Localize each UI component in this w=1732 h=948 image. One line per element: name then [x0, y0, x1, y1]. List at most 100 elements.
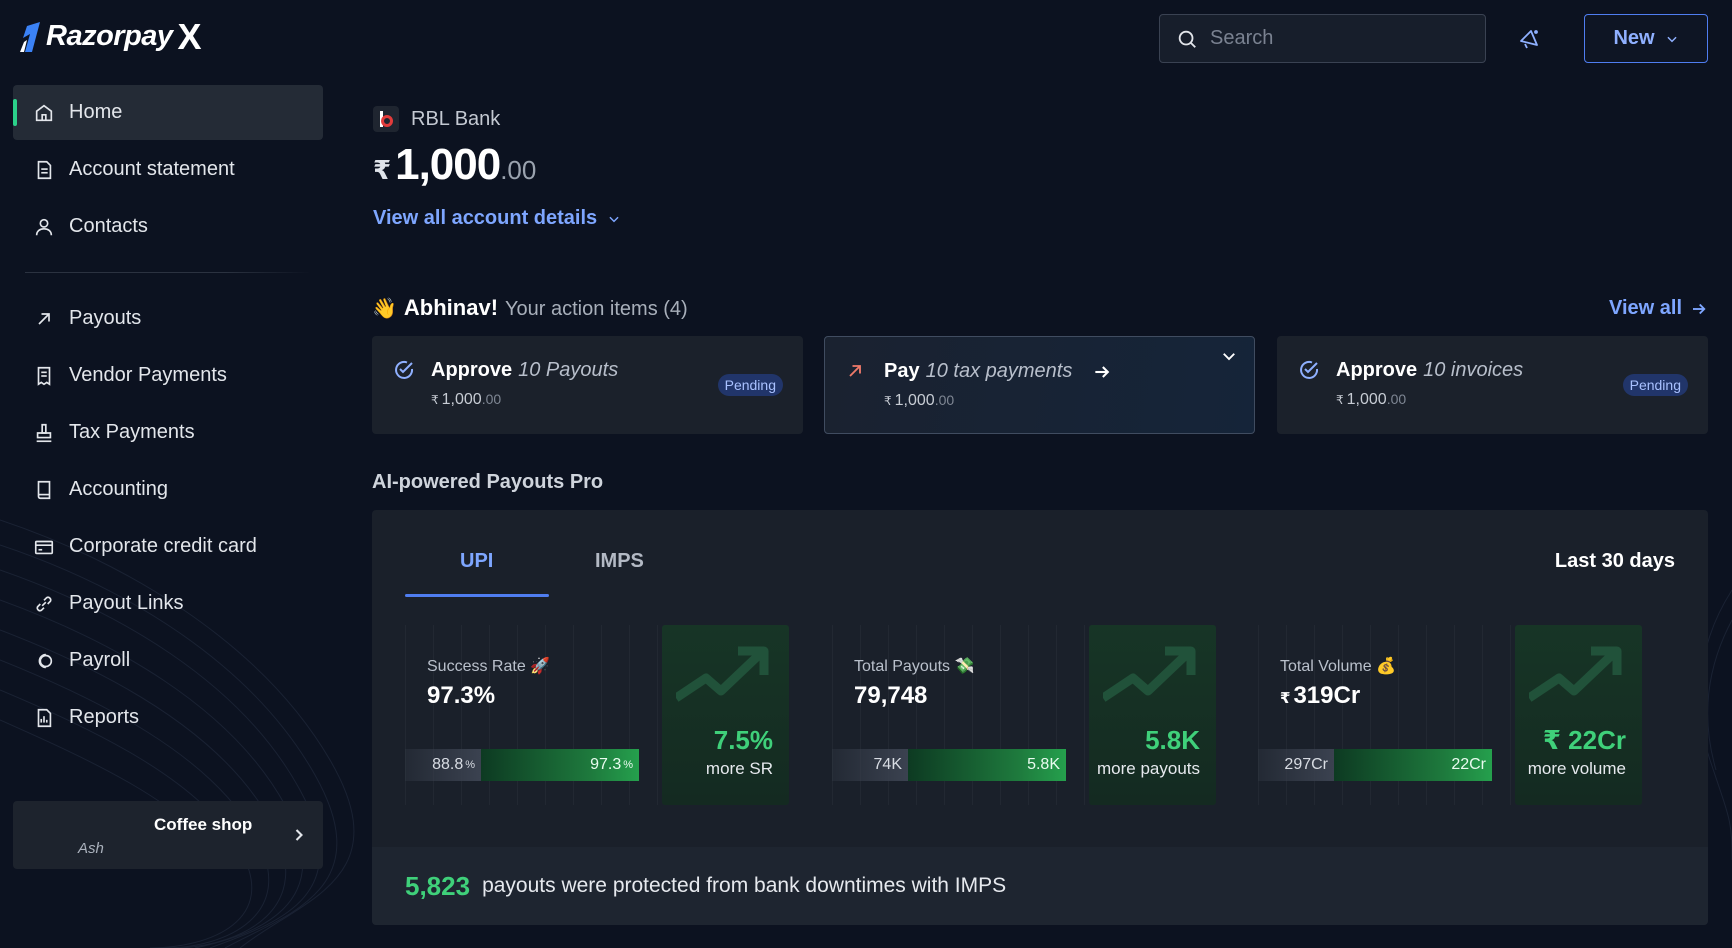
- metric-label-text: Total Payouts: [854, 658, 951, 675]
- sidebar-item-corporate-credit-card[interactable]: Corporate credit card: [13, 519, 323, 574]
- sidebar-item-vendor-payments[interactable]: Vendor Payments: [13, 348, 323, 403]
- metric-gain-value: 7.5%: [713, 725, 773, 755]
- tab-imps[interactable]: IMPS: [595, 550, 644, 572]
- tab-upi[interactable]: UPI: [460, 550, 494, 572]
- sidebar-item-label: Reports: [69, 706, 140, 728]
- trend-up-icon: [676, 646, 769, 702]
- status-badge: Pending: [717, 374, 783, 396]
- metric-value: 79,748: [854, 682, 928, 709]
- view-all-label: View all: [1609, 297, 1683, 319]
- amount-value: 1,000: [1346, 391, 1387, 408]
- action-card-approve-payouts[interactable]: Approve 10 Payouts ₹1,000.00 Pending: [372, 336, 803, 434]
- workspace-switcher[interactable]: Coffee shop Ash: [13, 801, 323, 869]
- metric-total-volume: Total Volume 💰 ₹319Cr 297Cr 22Cr ₹ 22Cr …: [1258, 625, 1642, 805]
- action-card-approve-invoices[interactable]: Approve 10 invoices ₹1,000.00 Pending: [1277, 336, 1708, 434]
- action-amount: ₹1,000.00: [884, 392, 954, 410]
- rbl-bank-logo-icon: [373, 106, 399, 132]
- action-card-pay-tax[interactable]: Pay 10 tax payments ₹1,000.00: [824, 336, 1255, 434]
- sidebar-item-payout-links[interactable]: Payout Links: [13, 576, 323, 631]
- trend-up-icon: [1103, 646, 1196, 702]
- metric-bar-previous: 74K: [832, 749, 908, 781]
- chevron-down-icon[interactable]: [1220, 347, 1238, 365]
- metric-bar-current: 97.3%: [481, 749, 639, 781]
- rocket-icon: 🚀: [530, 658, 551, 675]
- action-card-title: Approve 10 invoices: [1336, 359, 1523, 382]
- metric-value: ₹319Cr: [1280, 682, 1360, 710]
- bar-previous-value: 74K: [873, 756, 902, 773]
- sidebar-item-account-statement[interactable]: Account statement: [13, 142, 323, 197]
- new-button[interactable]: New: [1584, 14, 1708, 63]
- action-verb: Pay: [884, 360, 920, 382]
- metric-currency: ₹: [1280, 690, 1291, 707]
- action-object: 10 invoices: [1423, 359, 1524, 381]
- period-selector[interactable]: Last 30 days: [1554, 550, 1675, 572]
- balance-currency: ₹: [373, 155, 392, 185]
- sidebar-nav: Home Account statement Contacts Payouts …: [13, 85, 323, 747]
- metric-gain-subtitle: more volume: [1527, 759, 1626, 778]
- protected-payouts-count: 5,823: [405, 870, 471, 901]
- metric-label: Total Payouts 💸: [854, 656, 974, 676]
- metric-gain-subtitle: more SR: [705, 759, 773, 778]
- search-box[interactable]: [1159, 14, 1486, 63]
- metric-bar-previous: 88.8%: [405, 749, 481, 781]
- workspace-name: Coffee shop: [154, 815, 253, 834]
- bar-current-value: 5.8K: [1027, 756, 1060, 773]
- search-input[interactable]: [1210, 27, 1470, 50]
- sidebar-item-label: Payouts: [69, 307, 142, 329]
- metric-gain-card: 5.8K more payouts: [1089, 625, 1216, 805]
- bar-previous-value: 297Cr: [1284, 756, 1328, 773]
- payouts-pro-title: AI-powered Payouts Pro: [372, 471, 604, 493]
- metric-total-payouts: Total Payouts 💸 79,748 74K 5.8K 5.8K mor…: [832, 625, 1216, 805]
- sidebar-item-label: Tax Payments: [69, 421, 195, 443]
- amount-decimals: .00: [1386, 391, 1407, 407]
- action-items-subtitle: Your action items (4): [505, 298, 688, 320]
- user-icon: [33, 216, 55, 238]
- metric-gain-card: ₹ 22Cr more volume: [1515, 625, 1642, 805]
- workspace-user: Ash: [78, 840, 104, 857]
- metric-gain-subtitle: more payouts: [1097, 759, 1200, 778]
- metric-label: Success Rate 🚀: [427, 656, 550, 676]
- action-amount: ₹1,000.00: [431, 391, 501, 409]
- sidebar-item-accounting[interactable]: Accounting: [13, 462, 323, 517]
- arrow-up-right-icon: [849, 365, 861, 377]
- razorpayx-logo[interactable]: Razorpay X: [18, 15, 202, 57]
- view-all-link[interactable]: View all: [1609, 297, 1708, 320]
- action-card-title: Pay 10 tax payments: [884, 360, 1112, 383]
- logo-x: X: [177, 15, 202, 57]
- view-account-details-label: View all account details: [373, 207, 598, 229]
- sidebar-item-payroll[interactable]: Payroll: [13, 633, 323, 688]
- bank-header: RBL Bank: [373, 106, 500, 132]
- status-badge: Pending: [1622, 374, 1688, 396]
- view-account-details-link[interactable]: View all account details: [373, 207, 621, 230]
- balance-integer: 1,000: [395, 140, 501, 189]
- bank-name: RBL Bank: [411, 107, 501, 130]
- imps-protection-banner: 5,823 payouts were protected from bank d…: [372, 847, 1708, 925]
- book-icon: [33, 479, 55, 501]
- action-object: 10 Payouts: [518, 359, 619, 381]
- new-button-label: New: [1613, 27, 1655, 49]
- amount-currency: ₹: [884, 394, 892, 408]
- payroll-icon: [33, 650, 55, 672]
- sidebar-item-payouts[interactable]: Payouts: [13, 291, 323, 346]
- arrow-right-icon: [1095, 365, 1110, 378]
- sidebar-item-tax-payments[interactable]: Tax Payments: [13, 405, 323, 460]
- action-verb: Approve: [431, 359, 513, 381]
- chevron-right-icon: [295, 829, 303, 841]
- bar-current-value: 22Cr: [1451, 756, 1486, 773]
- sidebar-item-home[interactable]: Home: [13, 85, 323, 140]
- balance-decimal: .00: [500, 155, 537, 185]
- trend-up-icon: [1529, 646, 1622, 702]
- arrow-up-right-icon: [33, 308, 55, 330]
- metric-bar-current: 22Cr: [1334, 749, 1492, 781]
- stamp-icon: [33, 422, 55, 444]
- metric-gain-value: 5.8K: [1145, 725, 1200, 755]
- metric-value-text: 319Cr: [1293, 682, 1361, 709]
- amount-value: 1,000: [894, 392, 935, 409]
- metric-bar-previous: 297Cr: [1258, 749, 1334, 781]
- action-amount: ₹1,000.00: [1336, 391, 1406, 409]
- payouts-pro-panel: UPI IMPS Last 30 days Success Rate 🚀 97.…: [372, 510, 1708, 925]
- sidebar-item-reports[interactable]: Reports: [13, 690, 323, 745]
- announcements-button[interactable]: [1514, 24, 1544, 54]
- sidebar-item-contacts[interactable]: Contacts: [13, 199, 323, 254]
- amount-value: 1,000: [441, 391, 482, 408]
